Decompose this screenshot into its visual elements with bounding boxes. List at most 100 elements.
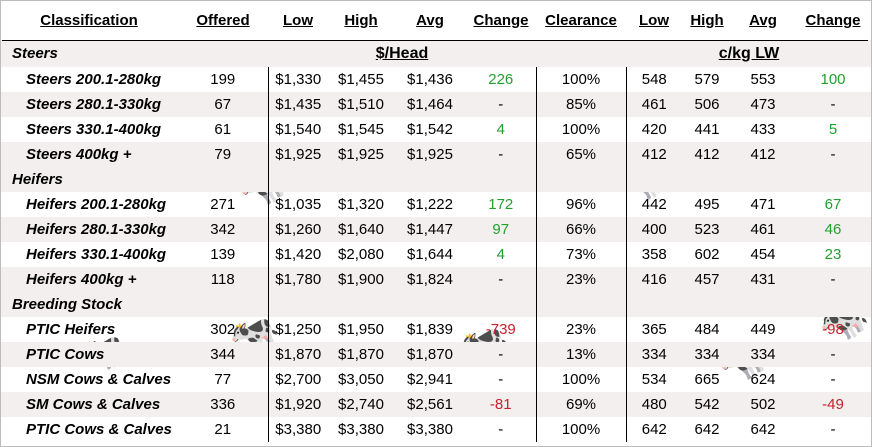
table-row: Heifers 280.1-330kg 342 $1,260 $1,640 $1,447… bbox=[0, 217, 872, 242]
section-label: Heifers bbox=[0, 167, 178, 192]
col-change-head: Change bbox=[473, 11, 529, 29]
low-kg-cell: 548 bbox=[625, 67, 682, 92]
low-head-cell: $1,260 bbox=[267, 217, 328, 242]
change-kg-cell: - bbox=[794, 342, 872, 367]
high-head-cell: $1,950 bbox=[338, 321, 384, 338]
section-label: Breeding Stock bbox=[0, 292, 178, 317]
change-kg-cell: 46 bbox=[794, 217, 872, 242]
table-row: Steers 280.1-330kg 67 $1,435 $1,510 $1,464-8… bbox=[0, 92, 872, 117]
high-kg-cell: 542 bbox=[682, 392, 732, 417]
avg-kg-cell: 433 bbox=[750, 121, 776, 138]
high-head-cell: $1,455 bbox=[338, 71, 384, 88]
change-kg-cell: - bbox=[830, 371, 836, 388]
table-row: PTIC Cows 344 $1,870 $1,870 $1,870-13% 334 334… bbox=[0, 342, 872, 367]
table-row: NSM Cows & Calves 77 $2,700 $3,050 $2,941 - 10… bbox=[0, 367, 872, 392]
high-head-cell: $1,900 bbox=[328, 267, 394, 292]
low-kg-cell: 334 bbox=[625, 342, 682, 367]
change-kg-cell: -98 bbox=[822, 321, 844, 338]
table-row: Steers 200.1-280kg 199 $1,330 $1,455 $1,436 2… bbox=[0, 67, 872, 92]
change-head-cell: 4 bbox=[496, 246, 505, 263]
low-kg-cell: 442 bbox=[625, 192, 682, 217]
table-row: PTIC Cows & Calves 21 $3,380 $3,380 $3,380 - 1… bbox=[0, 417, 872, 442]
offered-cell: 139 bbox=[210, 246, 236, 263]
high-kg-cell: 457 bbox=[682, 267, 732, 292]
change-head-cell: -739 bbox=[485, 321, 516, 338]
offered-cell: 79 bbox=[178, 142, 268, 167]
change-head-cell: 172 bbox=[488, 196, 514, 213]
col-avg-head: Avg bbox=[416, 11, 444, 29]
classification-cell: PTIC Heifers bbox=[26, 321, 116, 338]
high-kg-cell: 495 bbox=[694, 196, 720, 213]
col-low-head: Low bbox=[283, 11, 313, 29]
low-head-cell: $3,380 bbox=[267, 417, 328, 442]
classification-cell: Heifers 400kg + bbox=[0, 267, 178, 292]
high-head-cell: $1,320 bbox=[338, 196, 384, 213]
offered-cell: 67 bbox=[178, 92, 268, 117]
avg-kg-cell: 454 bbox=[750, 246, 776, 263]
high-head-cell: $3,380 bbox=[338, 421, 384, 438]
clearance-cell: 100% bbox=[535, 417, 626, 442]
avg-head-cell: $2,561 bbox=[394, 392, 466, 417]
classification-cell: NSM Cows & Calves bbox=[26, 371, 172, 388]
section-label: Steers bbox=[0, 40, 178, 67]
classification-cell: Steers 400kg + bbox=[0, 142, 178, 167]
change-kg-cell: - bbox=[830, 421, 836, 438]
change-head-cell: - bbox=[466, 342, 536, 367]
table-row: SM Cows & Calves 336 $1,920 $2,740 $2,561 -81… bbox=[0, 392, 872, 417]
clearance-cell: 85% bbox=[535, 92, 626, 117]
avg-head-cell: $1,222 bbox=[407, 196, 453, 213]
high-head-cell: $1,870 bbox=[328, 342, 394, 367]
change-kg-cell: - bbox=[794, 267, 872, 292]
change-head-cell: 97 bbox=[466, 217, 536, 242]
high-kg-cell: 642 bbox=[694, 421, 720, 438]
table-row: Heifers 200.1-280kg 271 $1,035 $1,320 $1,222… bbox=[0, 192, 872, 217]
low-head-cell: $1,250 bbox=[267, 317, 328, 342]
avg-kg-cell: 449 bbox=[750, 321, 776, 338]
change-head-cell: -81 bbox=[466, 392, 536, 417]
high-head-cell: $2,740 bbox=[328, 392, 394, 417]
clearance-cell: 23% bbox=[535, 317, 626, 342]
offered-cell: 199 bbox=[210, 71, 236, 88]
low-kg-cell: 416 bbox=[625, 267, 682, 292]
low-head-cell: $1,420 bbox=[267, 242, 328, 267]
classification-cell: Heifers 330.1-400kg bbox=[26, 246, 167, 263]
section-row: Breeding Stock bbox=[0, 292, 872, 317]
section-row: Heifers bbox=[0, 167, 872, 192]
avg-kg-cell: 412 bbox=[732, 142, 794, 167]
change-head-cell: - bbox=[466, 267, 536, 292]
high-kg-cell: 579 bbox=[694, 71, 720, 88]
avg-head-cell: $1,870 bbox=[394, 342, 466, 367]
change-head-cell: - bbox=[466, 142, 536, 167]
table-row: PTIC Heifers 302 $1,250 $1,950 $1,839 -739 23%… bbox=[0, 317, 872, 342]
avg-head-cell: $3,380 bbox=[407, 421, 453, 438]
avg-kg-cell: 473 bbox=[732, 92, 794, 117]
col-high-kg: High bbox=[690, 11, 724, 29]
change-head-cell: - bbox=[498, 421, 504, 438]
high-kg-cell: 441 bbox=[694, 121, 720, 138]
low-head-cell: $2,700 bbox=[267, 367, 328, 392]
high-kg-cell: 602 bbox=[694, 246, 720, 263]
change-kg-cell: - bbox=[794, 92, 872, 117]
high-kg-cell: 506 bbox=[682, 92, 732, 117]
high-head-cell: $1,640 bbox=[328, 217, 394, 242]
col-offered: Offered bbox=[196, 11, 250, 29]
col-clearance: Clearance bbox=[545, 11, 617, 29]
change-kg-cell: - bbox=[794, 142, 872, 167]
avg-kg-cell: 334 bbox=[732, 342, 794, 367]
change-kg-cell: 23 bbox=[824, 246, 842, 263]
classification-cell: Heifers 280.1-330kg bbox=[0, 217, 178, 242]
classification-cell: Steers 280.1-330kg bbox=[0, 92, 178, 117]
low-head-cell: $1,925 bbox=[267, 142, 328, 167]
offered-cell: 77 bbox=[214, 371, 232, 388]
high-head-cell: $1,510 bbox=[328, 92, 394, 117]
clearance-cell: 66% bbox=[535, 217, 626, 242]
classification-cell: PTIC Cows & Calves bbox=[26, 421, 172, 438]
offered-cell: 344 bbox=[178, 342, 268, 367]
col-classification: Classification bbox=[40, 11, 138, 29]
change-head-cell: 4 bbox=[496, 121, 505, 138]
header-rule bbox=[2, 40, 868, 41]
clearance-cell: 23% bbox=[535, 267, 626, 292]
low-head-cell: $1,035 bbox=[267, 192, 328, 217]
high-head-cell: $3,050 bbox=[338, 371, 384, 388]
